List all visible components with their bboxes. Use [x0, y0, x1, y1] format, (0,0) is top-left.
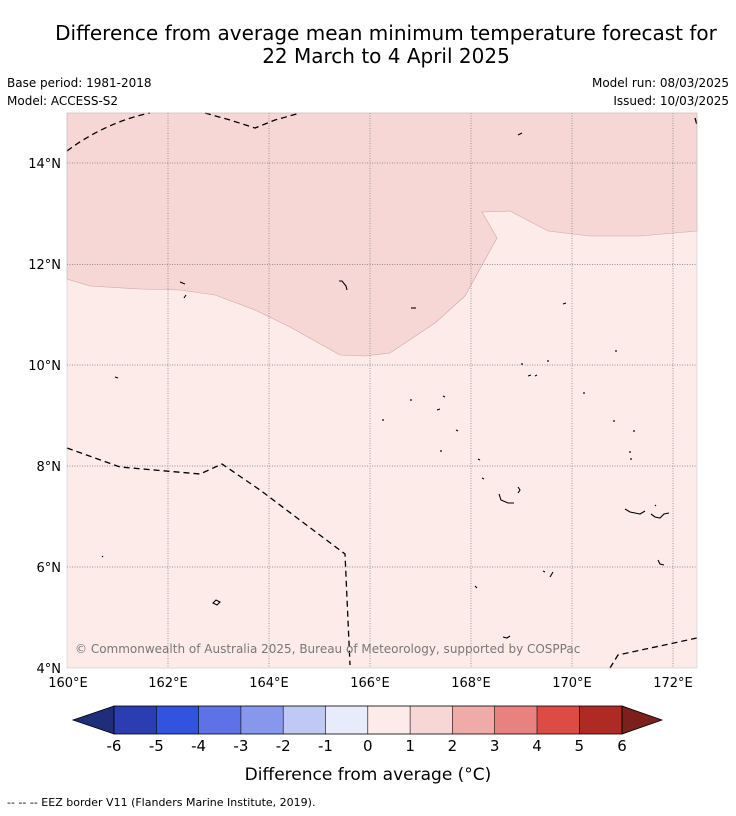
colorbar-bin [283, 706, 326, 734]
model-run-text: Model run: 08/03/2025 [591, 76, 729, 90]
island [477, 458, 481, 461]
island [436, 395, 446, 411]
colorbar-outline [113, 705, 623, 735]
title-line-1: Difference from average mean minimum tem… [55, 21, 717, 45]
copyright-text: © Commonwealth of Australia 2025, Bureau… [75, 642, 580, 656]
islet [521, 363, 523, 365]
island [183, 294, 187, 299]
lon-label-160: 160°E [48, 676, 88, 691]
base-period-text: Base period: 1981-2018 [7, 76, 152, 90]
colorbar-tick: 6 [617, 737, 627, 755]
colorbar-bin [240, 706, 284, 734]
map-title: Difference from average mean minimum tem… [0, 22, 736, 68]
island [114, 376, 119, 379]
colorbar-tick: -3 [233, 737, 248, 755]
eez-border-north [66, 112, 151, 152]
eez-footnote: -- -- -- EEZ border V11 (Flanders Marine… [7, 796, 316, 809]
lon-label-164: 164°E [249, 676, 289, 691]
colorbar-bin [494, 706, 537, 734]
islet [382, 419, 384, 421]
eez-border-north-east [694, 117, 698, 126]
island [542, 570, 554, 578]
colorbar-tick: 3 [490, 737, 500, 755]
islet [440, 450, 442, 452]
colorbar-tick: -1 [318, 737, 333, 755]
colorbar-tick: 5 [575, 737, 585, 755]
island [455, 429, 459, 432]
model-text: Model: ACCESS-S2 [7, 94, 119, 108]
islet [615, 350, 617, 352]
lat-label-14: 14°N [28, 157, 61, 172]
colorbar-tick: 1 [405, 737, 415, 755]
islet [613, 420, 615, 422]
islet [583, 392, 585, 394]
eez-border-south-east [609, 637, 698, 669]
lon-label-166: 166°E [350, 676, 390, 691]
issued-text: Issued: 10/03/2025 [613, 94, 729, 108]
colorbar [71, 705, 664, 735]
colorbar-bin [410, 706, 453, 734]
colorbar-bin [325, 706, 368, 734]
island [527, 374, 538, 377]
lat-label-10: 10°N [28, 359, 61, 374]
island [101, 555, 104, 558]
lat-label-8: 8°N [37, 460, 62, 475]
colorbar-tick: 4 [532, 737, 542, 755]
island [517, 132, 523, 136]
colorbar-bin [579, 706, 622, 734]
colorbar-bin [537, 706, 580, 734]
islands [101, 132, 670, 639]
colorbar-tick: -6 [107, 737, 122, 755]
map-frame [66, 112, 698, 669]
lat-label-4: 4°N [37, 662, 62, 677]
islet [629, 451, 631, 453]
lon-label-170: 170°E [552, 676, 592, 691]
colorbar-tick: -2 [276, 737, 291, 755]
colorbar-tick: -4 [191, 737, 206, 755]
island [650, 512, 670, 519]
island [339, 280, 348, 291]
lat-label-12: 12°N [28, 258, 61, 273]
meta-left: Base period: 1981-2018 Model: ACCESS-S2 [7, 74, 152, 110]
colorbar-arrow-low [71, 705, 115, 735]
island [657, 559, 665, 566]
colorbar-label: Difference from average (°C) [245, 765, 492, 785]
graticule [67, 113, 697, 668]
title-line-2: 22 March to 4 April 2025 [262, 44, 510, 68]
eez-border-south-west [66, 447, 351, 666]
island [498, 493, 514, 504]
forecast-zone-plus-1-to-2 [66, 112, 698, 357]
lon-label-172: 172°E [653, 676, 693, 691]
colorbar-bin [114, 706, 157, 734]
lon-label-168: 168°E [451, 676, 491, 691]
islet [410, 399, 412, 401]
island [474, 585, 478, 589]
eez-borders [66, 112, 698, 669]
island [502, 635, 511, 639]
islet [547, 360, 549, 362]
islet [630, 458, 632, 460]
colorbar-bin [367, 706, 411, 734]
island [517, 486, 521, 494]
island [179, 281, 186, 285]
lat-label-6: 6°N [37, 561, 62, 576]
colorbar-tick: 0 [363, 737, 373, 755]
colorbar-bin [452, 706, 495, 734]
colorbar-tick: -5 [149, 737, 164, 755]
meta-right: Model run: 08/03/2025 Issued: 10/03/2025 [592, 74, 729, 110]
colorbar-tick: 2 [448, 737, 458, 755]
island [624, 508, 646, 515]
eez-border-north-2 [204, 112, 301, 129]
island [481, 477, 485, 480]
small-islets [382, 350, 635, 460]
island [212, 599, 221, 606]
colorbar-arrow-high [621, 705, 664, 735]
island [562, 302, 567, 305]
colorbar-bin [156, 706, 199, 734]
islet [633, 430, 635, 432]
colorbar-bin [198, 706, 241, 734]
island [654, 504, 657, 507]
lon-label-162: 162°E [148, 676, 188, 691]
